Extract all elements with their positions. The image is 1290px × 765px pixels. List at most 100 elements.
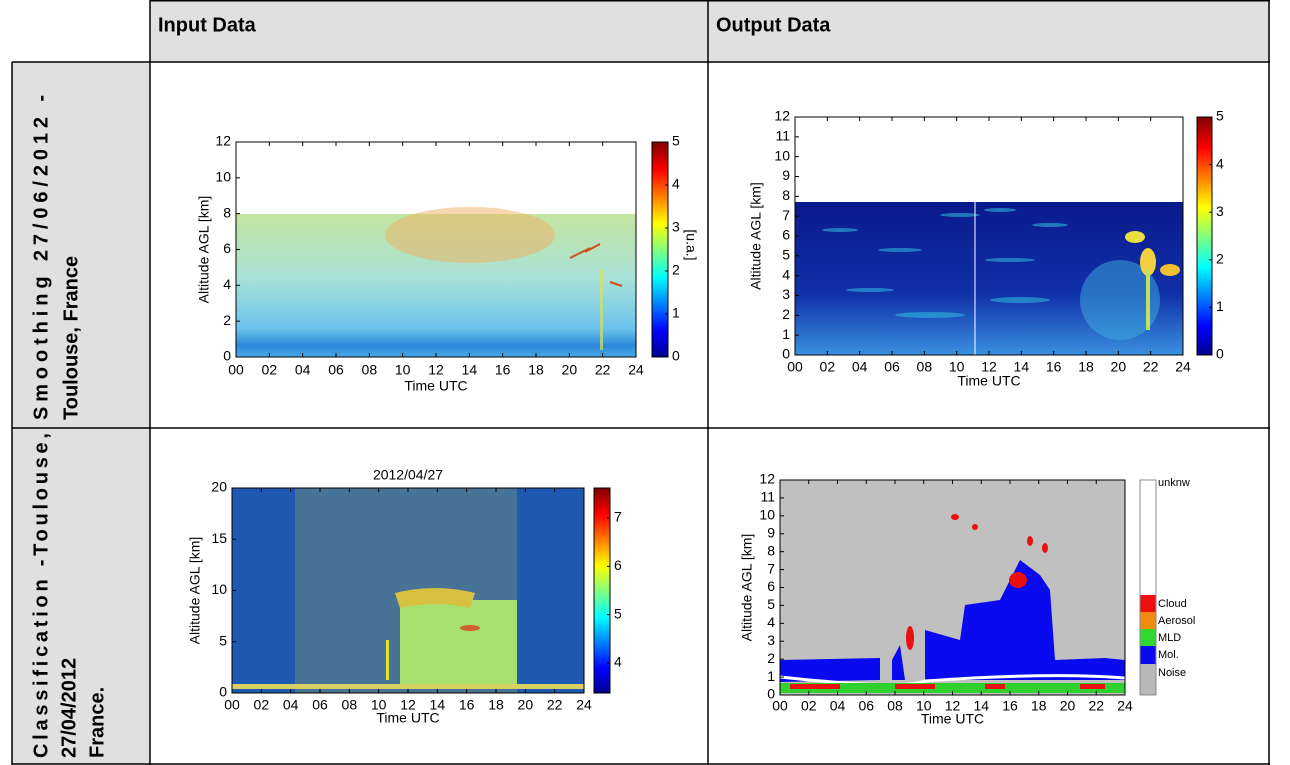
y-axis-label: Altitude AGL [km] xyxy=(739,534,755,642)
colorbar xyxy=(651,141,669,358)
colorbar-tick-label: 4 xyxy=(672,176,680,192)
x-tick-label: 20 xyxy=(1111,359,1127,375)
x-tick-label: 06 xyxy=(328,362,344,378)
colorbar-tick-label: 5 xyxy=(614,605,622,621)
x-tick-label: 18 xyxy=(1031,698,1047,714)
y-tick-label: 12 xyxy=(215,133,231,149)
plot-title: 2012/04/27 xyxy=(373,467,443,483)
y-tick-label: 5 xyxy=(782,247,790,263)
x-tick-label: 02 xyxy=(820,359,836,375)
colorbar-tick-label: 1 xyxy=(672,305,680,321)
x-tick-label: 24 xyxy=(1117,698,1133,714)
x-tick-label: 24 xyxy=(1175,359,1191,375)
colorbar-tick-label: 2 xyxy=(672,262,680,278)
y-tick-label: 9 xyxy=(767,524,775,540)
legend-swatch xyxy=(1140,646,1156,664)
y-tick-label: 8 xyxy=(782,187,790,203)
y-tick-label: 2 xyxy=(782,306,790,322)
x-tick-label: 04 xyxy=(295,362,311,378)
row-label: Toulouse, France xyxy=(60,256,82,420)
colorbar xyxy=(1196,116,1213,356)
legend-label: Aerosol xyxy=(1158,615,1195,627)
row-label: Classification -Toulouse, xyxy=(30,433,52,758)
column-header: Input Data xyxy=(158,14,257,36)
x-tick-label: 06 xyxy=(312,697,328,713)
x-tick-label: 18 xyxy=(528,362,544,378)
colorbar-tick-label: 2 xyxy=(1216,251,1224,267)
y-tick-label: 10 xyxy=(774,147,790,163)
x-tick-label: 24 xyxy=(576,697,592,713)
x-axis-label: Time UTC xyxy=(376,710,439,726)
x-tick-label: 12 xyxy=(428,362,444,378)
colorbar-tick-label: 4 xyxy=(1216,155,1224,171)
y-tick-label: 20 xyxy=(211,479,227,495)
x-tick-label: 20 xyxy=(518,697,534,713)
colorbar-tick-label: 3 xyxy=(1216,203,1224,219)
y-tick-label: 1 xyxy=(767,668,775,684)
x-tick-label: 18 xyxy=(1078,359,1094,375)
y-tick-label: 7 xyxy=(767,560,775,576)
x-tick-label: 00 xyxy=(224,697,240,713)
x-tick-label: 16 xyxy=(495,362,511,378)
y-tick-label: 8 xyxy=(767,542,775,558)
legend-swatch xyxy=(1140,664,1156,695)
x-tick-label: 08 xyxy=(887,698,903,714)
x-tick-label: 16 xyxy=(459,697,475,713)
y-tick-label: 10 xyxy=(211,581,227,597)
plot-image xyxy=(236,207,636,357)
y-tick-label: 11 xyxy=(760,489,775,505)
x-tick-label: 18 xyxy=(488,697,504,713)
x-tick-label: 20 xyxy=(1060,698,1076,714)
y-tick-label: 6 xyxy=(782,227,790,243)
y-tick-label: 3 xyxy=(767,632,775,648)
colorbar-label: [u.a.] xyxy=(683,229,699,260)
y-tick-label: 10 xyxy=(215,169,231,185)
x-tick-label: 00 xyxy=(228,362,244,378)
x-tick-label: 04 xyxy=(283,697,299,713)
y-tick-label: 0 xyxy=(219,684,227,700)
plot-image xyxy=(795,202,1183,355)
y-tick-label: 4 xyxy=(767,614,775,630)
y-tick-label: 0 xyxy=(223,348,231,364)
x-tick-label: 08 xyxy=(362,362,378,378)
legend-swatch xyxy=(1140,480,1156,595)
x-axis-label: Time UTC xyxy=(404,378,467,394)
header-bg xyxy=(150,0,1270,62)
colorbar-tick-label: 1 xyxy=(1216,298,1224,314)
legend-label: MLD xyxy=(1158,632,1181,644)
x-axis-label: Time UTC xyxy=(921,711,984,727)
legend-label: Mol. xyxy=(1158,649,1179,661)
y-tick-label: 2 xyxy=(223,312,231,328)
x-tick-label: 08 xyxy=(342,697,358,713)
x-tick-label: 04 xyxy=(830,698,846,714)
y-axis-label: Altitude AGL [km] xyxy=(196,196,212,304)
colorbar-tick-label: 5 xyxy=(1216,108,1224,124)
x-tick-label: 02 xyxy=(254,697,270,713)
y-tick-label: 6 xyxy=(223,240,231,256)
y-tick-label: 0 xyxy=(782,346,790,362)
x-axis-label: Time UTC xyxy=(957,373,1020,389)
x-tick-label: 10 xyxy=(395,362,411,378)
column-header: Output Data xyxy=(716,14,831,36)
colorbar-tick-label: 4 xyxy=(614,654,622,670)
x-tick-label: 00 xyxy=(772,698,788,714)
y-tick-label: 11 xyxy=(775,128,790,144)
x-tick-label: 06 xyxy=(884,359,900,375)
y-tick-label: 7 xyxy=(782,207,790,223)
colorbar-tick-label: 0 xyxy=(672,348,680,364)
x-tick-label: 10 xyxy=(949,359,965,375)
table xyxy=(11,0,1270,765)
x-tick-label: 14 xyxy=(430,697,446,713)
x-tick-label: 14 xyxy=(973,698,989,714)
y-tick-label: 1 xyxy=(782,326,790,342)
x-tick-label: 22 xyxy=(595,362,611,378)
y-tick-label: 4 xyxy=(782,266,790,282)
x-tick-label: 16 xyxy=(1046,359,1062,375)
legend-label: Cloud xyxy=(1158,598,1187,610)
y-tick-label: 9 xyxy=(782,167,790,183)
y-tick-label: 10 xyxy=(759,507,775,523)
x-tick-label: 16 xyxy=(1002,698,1018,714)
x-tick-label: 06 xyxy=(858,698,874,714)
row-label: 27/04/2012 xyxy=(58,658,80,758)
